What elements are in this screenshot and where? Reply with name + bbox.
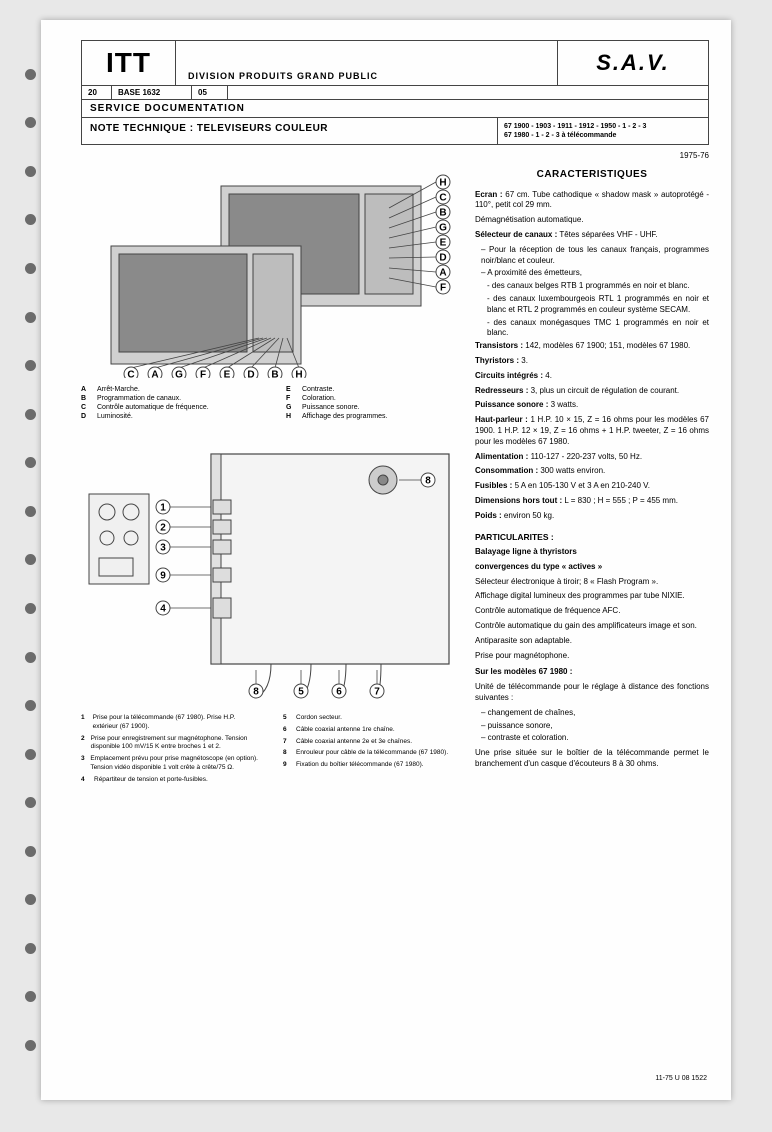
legend-row: 4Répartiteur de tension et porte-fusible… (81, 776, 259, 785)
svg-text:D: D (439, 253, 446, 264)
legend-row: AArrêt-Marche. (81, 386, 256, 393)
legend-row: CContrôle automatique de fréquence. (81, 404, 256, 411)
legend-row: 5Cordon secteur. (283, 714, 461, 723)
brand-logo: ITT (82, 41, 176, 85)
svg-text:2: 2 (160, 523, 166, 534)
header-block: ITT DIVISION PRODUITS GRAND PUBLIC S.A.V… (81, 40, 709, 145)
legend-row: 2Prise pour enregistrement sur magnétoph… (81, 735, 259, 753)
service-doc-label: SERVICE DOCUMENTATION (82, 100, 708, 118)
legend-row: DLuminosité. (81, 413, 256, 420)
svg-text:7: 7 (374, 687, 380, 698)
reception-item: des canaux monégasques TMC 1 programmés … (487, 318, 709, 340)
document-page: ITT DIVISION PRODUITS GRAND PUBLIC S.A.V… (41, 20, 731, 1100)
legend-row: EContraste. (286, 386, 461, 393)
reception-item: des canaux luxembourgeois RTL 1 programm… (487, 294, 709, 316)
reception-item: des canaux belges RTB 1 programmés en no… (487, 281, 709, 292)
legend-row: 9Fixation du boîtier télécommande (67 19… (283, 761, 461, 770)
legend-connectors: 1Prise pour la télécommande (67 1980). P… (81, 714, 461, 787)
svg-text:G: G (439, 223, 447, 234)
legend-row: 8Enrouleur pour câble de la télécommande… (283, 749, 461, 758)
specifications-column: CARACTERISTIQUES Ecran : 67 cm. Tube cat… (475, 168, 709, 787)
svg-text:D: D (247, 370, 254, 379)
division-label: DIVISION PRODUITS GRAND PUBLIC (176, 41, 558, 85)
svg-text:E: E (224, 370, 231, 379)
svg-text:6: 6 (336, 687, 342, 698)
part-sub-item: contraste et coloration. (481, 733, 709, 744)
svg-text:H: H (439, 178, 446, 189)
binder-holes (19, 20, 41, 1100)
footer-code: 11-75 U 08 1522 (655, 1075, 707, 1082)
svg-text:B: B (439, 208, 446, 219)
legend-row: HAffichage des programmes. (286, 413, 461, 420)
figure-tv-front: HCBGEDAF CAGFEDBH (81, 168, 461, 378)
legend-row: 1Prise pour la télécommande (67 1980). P… (81, 714, 259, 732)
legend-controls: AArrêt-Marche. BProgrammation de canaux. C… (81, 386, 461, 422)
legend-row: GPuissance sonore. (286, 404, 461, 411)
svg-text:9: 9 (160, 571, 166, 582)
left-column: HCBGEDAF CAGFEDBH AArrêt-Marche.BProgram… (81, 168, 461, 787)
svg-text:4: 4 (160, 604, 166, 615)
part-sub-item: puissance sonore, (481, 721, 709, 732)
svg-text:A: A (151, 370, 158, 379)
figure-tv-rear: 1 2 3 9 4 8 5 6 7 8 (81, 440, 461, 700)
svg-text:A: A (439, 268, 446, 279)
note-technique: NOTE TECHNIQUE : TELEVISEURS COULEUR (82, 118, 498, 144)
svg-text:8: 8 (425, 476, 431, 487)
svg-text:C: C (127, 370, 134, 379)
particularites-title: PARTICULARITES : (475, 532, 709, 543)
specs-title: CARACTERISTIQUES (475, 168, 709, 182)
model-numbers: 67 1900 - 1903 - 1911 - 1912 - 1950 - 1 … (498, 118, 708, 144)
svg-text:F: F (440, 283, 446, 294)
svg-text:G: G (175, 370, 183, 379)
svg-text:B: B (271, 370, 278, 379)
svg-text:C: C (439, 193, 446, 204)
svg-text:8: 8 (253, 687, 259, 698)
document-date: 1975-76 (81, 151, 709, 160)
legend-row: 3Emplacement prévu pour prise magnétosco… (81, 755, 259, 773)
svg-text:5: 5 (298, 687, 304, 698)
code-1: 20 (82, 86, 112, 99)
legend-row: BProgrammation de canaux. (81, 395, 256, 402)
svg-text:E: E (440, 238, 447, 249)
part-sub-item: changement de chaînes, (481, 708, 709, 719)
code-3: 05 (192, 86, 228, 99)
svg-text:F: F (200, 370, 206, 379)
svg-text:1: 1 (160, 503, 166, 514)
legend-row: 7Câble coaxial antenne 2e et 3e chaînes. (283, 738, 461, 747)
legend-row: 6Câble coaxial antenne 1re chaîne. (283, 726, 461, 735)
svg-text:3: 3 (160, 543, 166, 554)
legend-row: FColoration. (286, 395, 461, 402)
svg-text:H: H (295, 370, 302, 379)
code-2: BASE 1632 (112, 86, 192, 99)
sav-label: S.A.V. (558, 41, 708, 85)
